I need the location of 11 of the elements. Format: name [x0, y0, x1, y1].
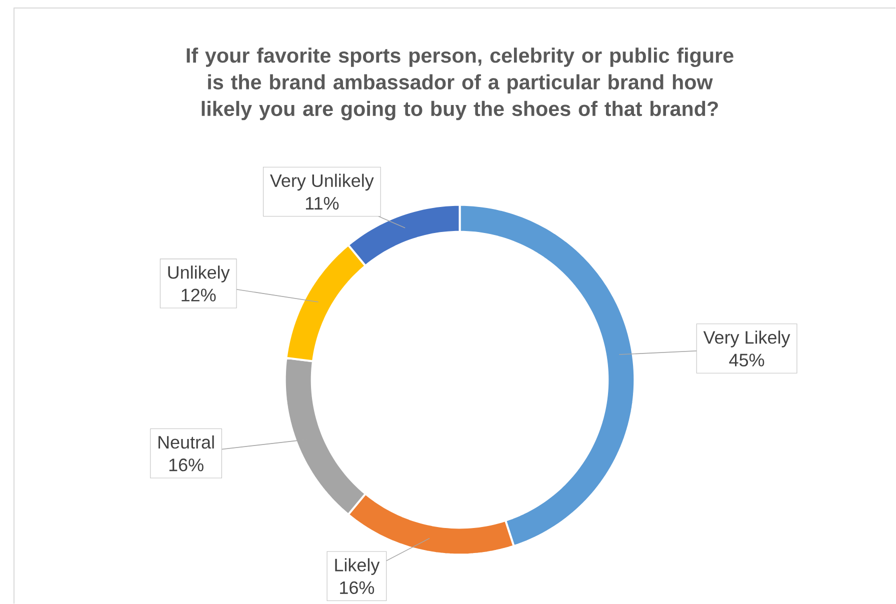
- slice-label: Neutral: [158, 435, 214, 449]
- data-label: 16%: [169, 458, 204, 472]
- data-label: 11%: [306, 196, 339, 210]
- data-label: 12%: [182, 288, 216, 302]
- data-label: 45%: [729, 354, 764, 366]
- chart-title: If your favorite sports person, celebrity or public figure is the brand ambassador of a particular brand how likely you are going to buy the shoes of that brand?: [186, 48, 734, 120]
- slice-label: Very Unlikely: [270, 174, 374, 191]
- slice-label: Very Likely: [703, 330, 790, 348]
- data-label: 16%: [340, 581, 374, 594]
- slice-label: Unlikely: [168, 266, 230, 282]
- slice-label: Likely: [335, 558, 380, 575]
